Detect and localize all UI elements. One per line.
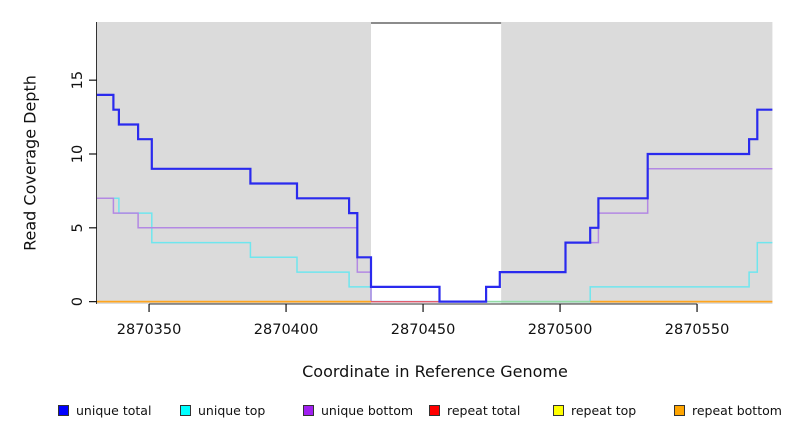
x-tick-label: 2870450 <box>391 322 456 338</box>
series-line-unique-total <box>97 93 773 303</box>
y-axis-title: Read Coverage Depth <box>20 75 40 251</box>
x-tick-label: 2870500 <box>528 322 593 338</box>
x-tick-label: 2870550 <box>665 322 730 338</box>
x-axis-title: Coordinate in Reference Genome <box>302 362 568 381</box>
y-tick-label: 15 <box>70 71 86 89</box>
y-tick-label: 10 <box>70 145 86 163</box>
y-tick-label: 0 <box>70 297 86 306</box>
y-tick-label: 5 <box>70 223 86 232</box>
x-tick-label: 2870400 <box>254 322 319 338</box>
highlight-band <box>370 22 502 304</box>
series-line-unique-top <box>97 197 773 303</box>
x-tick-label: 2870350 <box>117 322 182 338</box>
